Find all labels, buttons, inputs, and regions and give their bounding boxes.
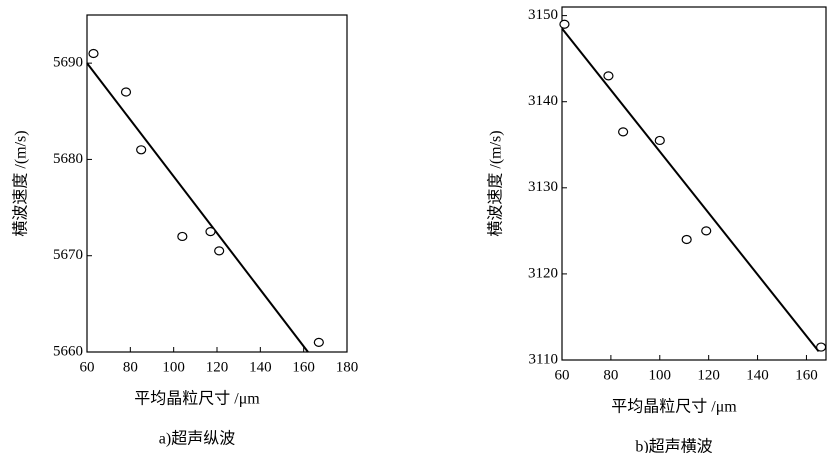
- point: [603, 71, 614, 81]
- x-tick-label: 140: [746, 367, 769, 383]
- caption: b)超声横波: [635, 438, 712, 453]
- point: [214, 246, 225, 256]
- y-tick-label: 3130: [528, 179, 558, 195]
- point: [681, 234, 692, 245]
- y-tick-label: 5660: [53, 343, 83, 359]
- plot-frame: [561, 6, 827, 361]
- point: [313, 337, 324, 347]
- x-tick-label: 100: [162, 359, 185, 375]
- point: [654, 135, 665, 146]
- caption: a)超声纵波: [159, 430, 235, 448]
- fit-line: [86, 62, 309, 353]
- x-tick-label: 80: [123, 359, 138, 375]
- point: [618, 127, 629, 137]
- y-tick-label: 3140: [528, 93, 558, 109]
- x-tick-label: 80: [603, 367, 618, 383]
- plot-frame: [86, 14, 348, 353]
- point: [88, 48, 99, 59]
- point: [701, 226, 712, 236]
- x-tick-label: 120: [697, 367, 720, 383]
- y-tick-label: 5670: [53, 247, 83, 263]
- point: [177, 231, 188, 242]
- x-tick-label: 100: [649, 367, 672, 383]
- x-tick-label: 140: [249, 359, 272, 375]
- y-axis-label: 横波速度 /(m/s): [12, 130, 30, 236]
- y-tick-label: 3150: [528, 7, 558, 23]
- x-tick-label: 180: [336, 359, 359, 375]
- point: [816, 342, 827, 352]
- point: [559, 19, 570, 29]
- y-axis-label: 横波速度 /(m/s): [487, 130, 505, 236]
- fit-line: [561, 27, 820, 353]
- x-tick-label: 60: [555, 367, 570, 383]
- y-tick-label: 3120: [528, 265, 558, 281]
- x-tick-label: 60: [80, 359, 95, 375]
- x-axis-label: 平均晶粒尺寸 /μm: [134, 390, 260, 408]
- point: [136, 145, 147, 155]
- x-axis-label: 平均晶粒尺寸 /μm: [611, 398, 737, 416]
- point: [205, 227, 216, 237]
- x-tick-label: 160: [795, 367, 818, 383]
- x-tick-label: 120: [206, 359, 229, 375]
- y-tick-label: 5690: [53, 55, 83, 71]
- y-tick-label: 5680: [53, 151, 83, 167]
- x-tick-label: 160: [292, 359, 315, 375]
- y-tick-label: 3110: [529, 351, 558, 367]
- point: [120, 87, 132, 97]
